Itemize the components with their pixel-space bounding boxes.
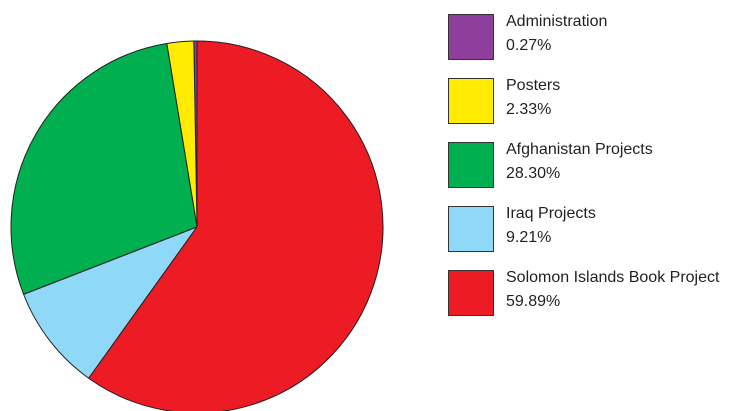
legend: Administration 0.27% Posters 2.33% Afgha… bbox=[448, 12, 748, 332]
legend-value-solomon-islands-book-project: 59.89% bbox=[506, 293, 561, 310]
legend-item-administration: Administration 0.27% bbox=[448, 12, 748, 76]
pie-slice-solomon-islands-book-project bbox=[88, 40, 384, 411]
legend-swatch-posters bbox=[448, 78, 494, 124]
legend-swatch-administration bbox=[448, 14, 494, 60]
legend-label-posters: Posters bbox=[506, 77, 561, 94]
legend-label-iraq-projects: Iraq Projects bbox=[506, 205, 596, 222]
legend-swatch-solomon-islands-book-project bbox=[448, 270, 494, 316]
pie-slice-afghanistan-projects bbox=[10, 42, 198, 295]
legend-label-solomon-islands-book-project: Solomon Islands Book Project bbox=[506, 269, 720, 286]
legend-item-afghanistan-projects: Afghanistan Projects 28.30% bbox=[448, 140, 748, 204]
legend-item-posters: Posters 2.33% bbox=[448, 76, 748, 140]
legend-item-iraq-projects: Iraq Projects 9.21% bbox=[448, 204, 748, 268]
pie-slices bbox=[10, 40, 384, 411]
legend-item-solomon-islands-book-project: Solomon Islands Book Project 59.89% bbox=[448, 268, 748, 332]
pie-slice-iraq-projects bbox=[23, 226, 198, 379]
legend-value-afghanistan-projects: 28.30% bbox=[506, 165, 561, 182]
legend-swatch-iraq-projects bbox=[448, 206, 494, 252]
legend-label-administration: Administration bbox=[506, 13, 608, 30]
legend-value-posters: 2.33% bbox=[506, 101, 552, 118]
legend-value-iraq-projects: 9.21% bbox=[506, 229, 552, 246]
legend-label-afghanistan-projects: Afghanistan Projects bbox=[506, 141, 653, 158]
legend-value-administration: 0.27% bbox=[506, 37, 552, 54]
legend-swatch-afghanistan-projects bbox=[448, 142, 494, 188]
